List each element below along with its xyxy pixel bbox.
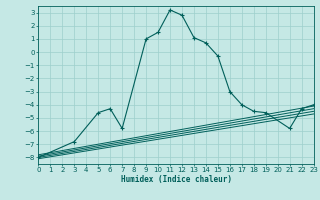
X-axis label: Humidex (Indice chaleur): Humidex (Indice chaleur) (121, 175, 231, 184)
